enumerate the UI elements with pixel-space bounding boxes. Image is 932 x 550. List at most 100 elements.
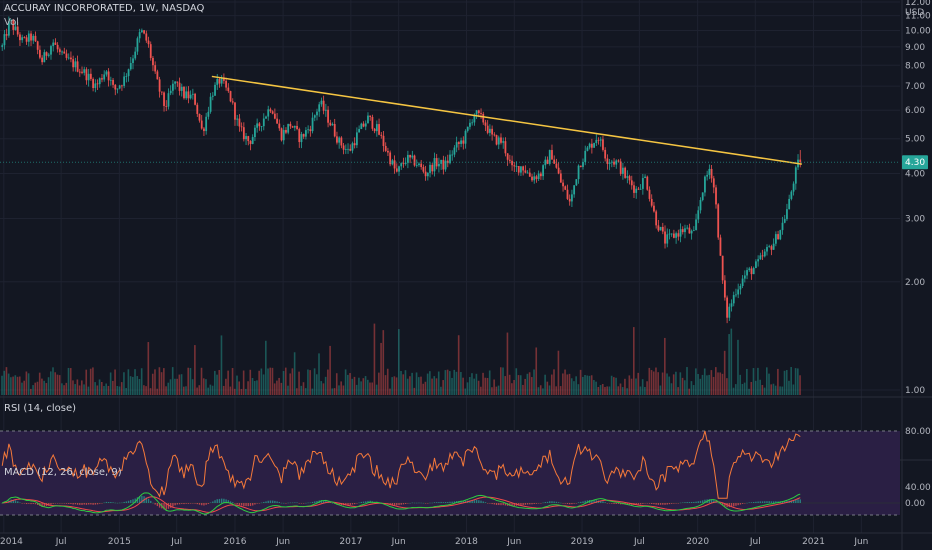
volume-bar xyxy=(664,337,666,395)
macd-histogram-bar xyxy=(353,503,356,505)
macd-histogram-bar xyxy=(475,500,478,503)
price-candle xyxy=(83,66,86,76)
volume-bar xyxy=(468,377,471,395)
price-candle xyxy=(61,50,63,56)
volume-bar xyxy=(256,380,258,395)
trendline[interactable] xyxy=(211,75,802,165)
currency-label: USD xyxy=(905,8,924,18)
price-candle xyxy=(360,122,363,130)
price-candle xyxy=(260,125,263,132)
price-candle xyxy=(648,186,651,202)
macd-histogram-bar xyxy=(644,503,646,504)
price-candle xyxy=(322,95,325,115)
price-candle xyxy=(626,170,629,184)
price-candle xyxy=(582,158,584,170)
macd-histogram-bar xyxy=(103,502,105,504)
volume-bar xyxy=(302,382,305,395)
macd-histogram-bar xyxy=(263,501,265,503)
price-candle xyxy=(180,83,183,97)
volume-bar xyxy=(63,385,65,395)
volume-bar xyxy=(331,388,334,395)
time-axis-tick-label: 2020 xyxy=(686,537,709,547)
volume-bar xyxy=(69,368,72,395)
price-candle xyxy=(402,157,405,168)
price-candle xyxy=(489,124,491,137)
macd-histogram-bar xyxy=(163,503,165,510)
volume-bar xyxy=(47,377,50,395)
macd-histogram-bar xyxy=(209,502,212,504)
price-candle xyxy=(429,161,431,178)
macd-histogram-bar xyxy=(491,503,493,505)
volume-bar xyxy=(14,375,17,395)
macd-histogram-bar xyxy=(449,501,451,503)
volume-bar xyxy=(304,388,307,395)
volume-bar xyxy=(233,388,236,395)
macd-histogram-bar xyxy=(486,503,489,504)
macd-histogram-bar xyxy=(249,503,252,507)
time-axis-tick-label: Jul xyxy=(749,537,761,547)
volume-bar xyxy=(298,371,300,395)
price-candle xyxy=(579,165,582,168)
volume-bar xyxy=(781,386,784,395)
volume-bar xyxy=(398,329,400,395)
macd-histogram-bar xyxy=(107,502,110,503)
price-candle xyxy=(670,233,673,237)
price-axis-tick-label: 9.00 xyxy=(905,43,925,53)
macd-histogram-bar xyxy=(196,503,198,505)
macd-histogram-bar xyxy=(504,503,507,506)
volume-bar xyxy=(309,370,311,395)
volume-bar xyxy=(550,374,553,395)
volume-bar xyxy=(453,369,456,395)
volume-bar xyxy=(719,372,722,395)
macd-histogram-bar xyxy=(320,500,323,503)
price-candle xyxy=(515,161,518,173)
price-candle xyxy=(236,114,239,126)
volume-label: Vol xyxy=(4,17,19,28)
volume-bar xyxy=(675,371,677,395)
volume-bar xyxy=(353,376,356,395)
price-candle xyxy=(723,275,726,301)
price-candle xyxy=(559,169,562,183)
price-candle xyxy=(790,190,793,201)
volume-bar xyxy=(262,374,265,395)
volume-bar xyxy=(457,335,460,395)
macd-histogram-bar xyxy=(478,500,480,503)
volume-bar xyxy=(732,387,735,395)
price-candle xyxy=(712,175,715,194)
macd-histogram-bar xyxy=(396,503,398,506)
macd-histogram-bar xyxy=(48,503,50,506)
price-candle xyxy=(23,36,26,39)
price-candle xyxy=(406,150,409,169)
volume-bar xyxy=(670,383,673,395)
price-candle xyxy=(438,157,440,173)
macd-histogram-bar xyxy=(741,503,744,504)
price-candle xyxy=(746,267,748,280)
price-candle xyxy=(624,166,627,179)
price-candle xyxy=(320,97,323,107)
price-candle xyxy=(411,150,414,160)
price-candle xyxy=(158,76,161,98)
price-candle xyxy=(54,38,57,46)
price-candle xyxy=(103,70,106,82)
price-candle xyxy=(373,127,376,134)
price-candle xyxy=(431,162,434,175)
price-axis-tick-label: 5.00 xyxy=(905,135,925,145)
price-candle xyxy=(533,172,536,184)
macd-histogram-bar xyxy=(229,501,232,503)
macd-histogram-bar xyxy=(522,503,524,506)
price-candle xyxy=(710,164,713,183)
volume-bar xyxy=(127,369,130,395)
volume-bar xyxy=(380,342,382,395)
volume-bar xyxy=(440,386,442,395)
price-candle xyxy=(690,229,693,240)
volume-bar xyxy=(253,380,256,395)
macd-histogram-bar xyxy=(482,501,484,503)
price-candle xyxy=(646,175,649,191)
price-candle xyxy=(606,154,609,170)
volume-bar xyxy=(511,383,513,395)
macd-histogram-bar xyxy=(407,503,409,504)
volume-bar xyxy=(43,380,45,395)
price-candle xyxy=(644,174,646,179)
macd-histogram-bar xyxy=(744,503,746,504)
